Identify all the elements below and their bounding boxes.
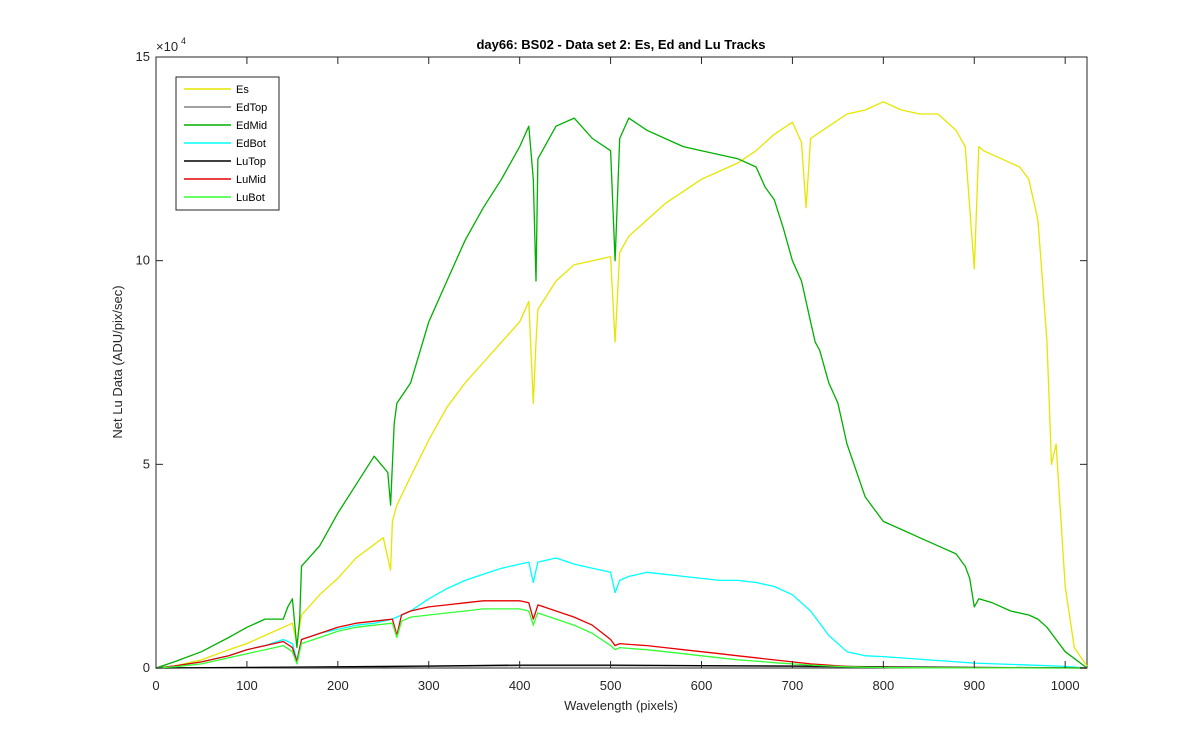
- x-tick-label: 0: [152, 678, 159, 693]
- y-tick-label: 5: [143, 456, 150, 471]
- legend-label-edtop: EdTop: [236, 102, 267, 114]
- legend-label-es: Es: [236, 84, 249, 96]
- x-tick-label: 600: [691, 678, 713, 693]
- plot-area: [155, 56, 1088, 669]
- legend-items: Es EdTop EdMid EdBot LuTop LuMid LuBot: [184, 84, 267, 204]
- series-line-lubot: [155, 608, 1087, 669]
- legend-label-edbot: EdBot: [236, 138, 266, 150]
- x-tick-label: 300: [418, 678, 440, 693]
- x-tick-label: 800: [872, 678, 894, 693]
- legend-label-lumid: LuMid: [236, 174, 266, 186]
- legend-label-edmid: EdMid: [236, 120, 267, 132]
- series-line-lumid: [155, 600, 1087, 669]
- y-axis-title: Net Lu Data (ADU/pix/sec): [110, 285, 125, 438]
- y-tick-label: 0: [143, 660, 150, 675]
- x-tick-label: 900: [963, 678, 985, 693]
- x-tick-label: 700: [782, 678, 804, 693]
- x-tick-label: 500: [600, 678, 622, 693]
- x-axis-title: Wavelength (pixels): [564, 698, 678, 713]
- y-exponent-power: 4: [181, 36, 186, 46]
- y-tick-label: 15: [136, 49, 150, 64]
- x-axis-ticks: 0 100 200 300 400 500 600 700 800 900 1000: [152, 57, 1080, 693]
- legend: Es EdTop EdMid EdBot LuTop LuMid LuBot: [175, 76, 280, 211]
- x-tick-label: 200: [327, 678, 349, 693]
- y-tick-label: 10: [136, 253, 150, 268]
- y-axis-ticks: 0 5 10 15: [136, 49, 1087, 675]
- chart-title: day66: BS02 - Data set 2: Es, Ed and Lu …: [476, 37, 765, 52]
- x-tick-label: 100: [236, 678, 258, 693]
- legend-label-lutop: LuTop: [236, 156, 266, 168]
- series-line-edmid: [155, 117, 1088, 669]
- series-line-es: [155, 101, 1088, 669]
- series-layer: [155, 101, 1088, 669]
- x-tick-label: 1000: [1051, 678, 1080, 693]
- y-exponent-base: ×10: [156, 39, 178, 54]
- x-tick-label: 400: [509, 678, 531, 693]
- legend-label-lubot: LuBot: [236, 192, 265, 204]
